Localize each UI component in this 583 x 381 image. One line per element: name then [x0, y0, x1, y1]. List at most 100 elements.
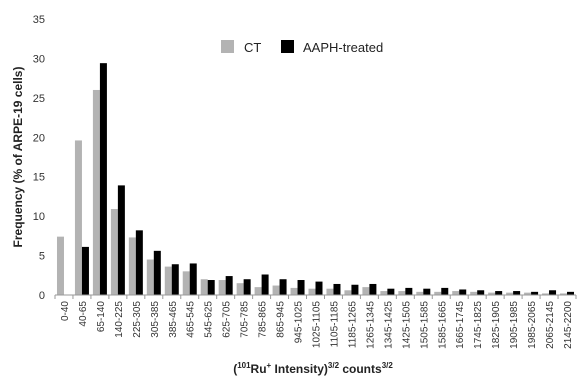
bar-ct-945-1025 [290, 287, 298, 295]
y-tick-label: 0 [39, 290, 45, 302]
x-tick-label: 1025-1105 [312, 301, 323, 349]
bar-aaph-1985-2065 [531, 291, 539, 295]
x-tick-label: 625-705 [222, 301, 233, 338]
bar-ct-2145-2200 [560, 293, 568, 295]
bar-aaph-785-865 [261, 274, 269, 295]
x-tick-label: 1345-1425 [383, 301, 394, 349]
bar-ct-1905-1985 [506, 292, 514, 295]
x-tick-label: 945-1025 [294, 301, 305, 344]
bar-ct-1665-1745 [452, 291, 460, 295]
y-axis-ticks: 0 5 10 15 20 25 30 35 [33, 14, 45, 302]
x-tick-label: 1665-1745 [455, 301, 466, 349]
x-tick-label: 1265-1345 [365, 301, 376, 349]
x-tick-label: 465-545 [186, 301, 197, 338]
bar-aaph-705-785 [243, 279, 251, 295]
bar-ct-1825-1905 [488, 292, 496, 295]
bar-ct-1265-1345 [362, 287, 370, 295]
bar-ct-2065-2145 [542, 293, 550, 295]
bar-aaph-305-385 [153, 250, 161, 295]
bar-aaph-865-945 [279, 279, 287, 295]
y-tick-label: 30 [33, 53, 45, 65]
bar-aaph-1345-1425 [387, 288, 395, 295]
x-tick-label: 705-785 [240, 301, 251, 338]
y-tick-label: 15 [33, 172, 45, 184]
x-tick-label: 545-625 [204, 301, 215, 338]
bar-ct-40-65 [74, 140, 82, 295]
y-tick-label: 35 [33, 14, 45, 26]
bar-aaph-2065-2145 [549, 290, 557, 295]
bars [56, 63, 575, 295]
bar-aaph-465-545 [189, 263, 197, 295]
bar-aaph-1105-1185 [333, 283, 341, 295]
x-tick-label: 865-945 [276, 301, 287, 338]
bar-aaph-1425-1505 [405, 287, 413, 295]
x-tick-label: 1745-1825 [473, 301, 484, 349]
x-tick-label: 1985-2065 [527, 301, 538, 349]
x-tick-label: 1825-1905 [491, 301, 502, 349]
bar-ct-385-465 [164, 266, 172, 295]
bar-aaph-1585-1665 [441, 287, 449, 295]
legend-label-aaph: AAPH-treated [303, 40, 383, 55]
bar-ct-625-705 [218, 280, 226, 295]
y-tick-label: 10 [33, 211, 45, 223]
x-tick-label: 305-385 [150, 301, 161, 338]
bar-ct-1425-1505 [398, 291, 406, 295]
bar-aaph-1505-1585 [423, 288, 431, 295]
bar-ct-865-945 [272, 285, 280, 295]
y-tick-label: 20 [33, 132, 45, 144]
x-tick-label: 225-305 [132, 301, 143, 338]
legend-label-ct: CT [244, 40, 261, 55]
x-tick-label: 40-65 [78, 301, 89, 327]
y-tick-label: 25 [33, 93, 45, 105]
bar-ct-225-305 [128, 237, 136, 295]
x-tick-label: 1105-1185 [330, 301, 341, 348]
x-tick-label: 1425-1505 [401, 301, 412, 349]
x-tick-label: 2145-2200 [563, 301, 574, 349]
bar-aaph-40-65 [81, 246, 89, 295]
bar-ct-305-385 [146, 259, 154, 295]
bar-aaph-1745-1825 [477, 290, 485, 295]
x-axis-ticks: 0-40 40-65 65-140 140-225 225-305 305-385 385-… [54, 295, 577, 349]
bar-ct-785-865 [254, 287, 262, 295]
bar-ct-1505-1585 [416, 291, 424, 295]
bar-aaph-65-140 [99, 63, 107, 295]
bar-ct-1025-1105 [308, 288, 316, 295]
bar-ct-1985-2065 [524, 292, 532, 295]
bar-aaph-945-1025 [297, 280, 305, 295]
x-tick-label: 1505-1585 [419, 301, 430, 349]
bar-ct-1745-1825 [470, 291, 478, 295]
bar-ct-705-785 [236, 283, 244, 295]
x-tick-label: 140-225 [114, 301, 125, 338]
bar-ct-1105-1185 [326, 288, 334, 295]
bar-aaph-1825-1905 [495, 291, 503, 295]
bar-aaph-1265-1345 [369, 283, 377, 295]
bar-ct-0-40 [56, 236, 64, 295]
bar-ct-465-545 [182, 271, 190, 295]
bar-aaph-545-625 [207, 280, 215, 295]
bar-ct-65-140 [92, 89, 100, 295]
x-tick-label: 2065-2145 [545, 301, 556, 349]
x-tick-label: 0-40 [60, 301, 71, 321]
bar-aaph-225-305 [135, 230, 143, 295]
bar-aaph-1665-1745 [459, 289, 467, 295]
bar-ct-545-625 [200, 279, 208, 295]
x-tick-label: 65-140 [96, 301, 107, 333]
legend: CT AAPH-treated [221, 40, 383, 55]
x-tick-label: 1585-1665 [437, 301, 448, 349]
x-tick-label: 1185-1265 [347, 301, 358, 349]
bar-aaph-1905-1985 [513, 291, 521, 295]
bar-ct-140-225 [110, 209, 118, 295]
bar-ct-1345-1425 [380, 291, 388, 295]
y-axis-label: Frequency (% of ARPE-19 cells) [11, 67, 25, 248]
x-tick-label: 1905-1985 [509, 301, 520, 349]
bar-aaph-2145-2200 [567, 291, 575, 295]
legend-swatch-ct [221, 40, 234, 53]
bar-aaph-1185-1265 [351, 284, 359, 295]
legend-swatch-aaph [281, 40, 294, 53]
y-tick-label: 5 [39, 251, 45, 263]
x-tick-label: 785-865 [258, 301, 269, 338]
x-axis-label: (101Ru+ Intensity)3/2 counts3/2 [233, 361, 393, 376]
bar-aaph-625-705 [225, 276, 233, 295]
